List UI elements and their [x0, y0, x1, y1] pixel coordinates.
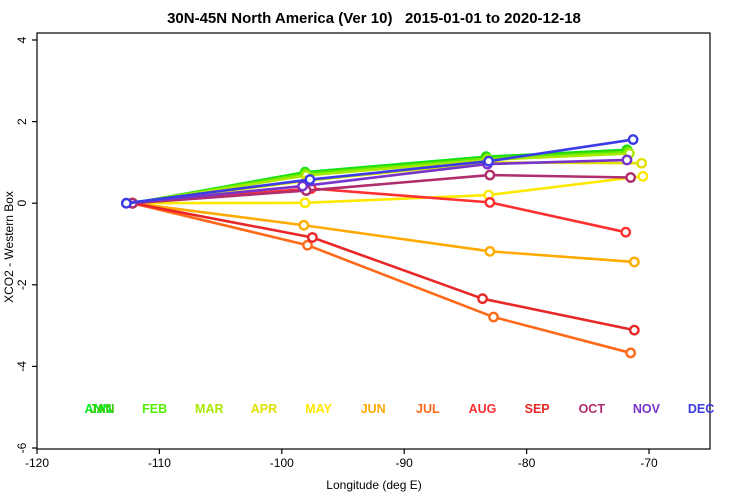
data-point-nov [621, 154, 633, 166]
data-point-jul [302, 239, 313, 251]
y-axis-label: XCO2 - Western Box [2, 191, 16, 303]
x-tick-label: -100 [270, 456, 294, 470]
legend-label-jan: JAN [89, 402, 114, 416]
data-point-may [637, 170, 649, 182]
legend-label-sep: SEP [525, 402, 550, 416]
y-tick-label: -6 [15, 442, 29, 453]
legend-label-mar: MAR [195, 402, 223, 416]
plot-border [36, 32, 711, 450]
x-axis-label: Longitude (deg E) [326, 478, 422, 492]
legend-label-feb: FEB [142, 402, 167, 416]
x-tick-label: -120 [25, 456, 49, 470]
legend-label-apr: APR [251, 402, 277, 416]
y-tick-label: -2 [15, 279, 29, 290]
data-point-sep [306, 232, 318, 243]
series-line-may [131, 174, 645, 205]
series-line-dec [125, 138, 635, 205]
data-point-dec [304, 174, 316, 185]
x-tick-label: -90 [396, 456, 414, 470]
legend-label-aug: AUG [469, 402, 497, 416]
data-point-oct [625, 172, 637, 183]
series-line-jun [131, 201, 636, 264]
data-point-dec [120, 197, 132, 209]
data-point-apr [636, 157, 648, 169]
chart-title: 30N-45N North America (Ver 10) 2015-01-0… [167, 10, 581, 27]
series-line-nov [125, 158, 629, 205]
legend-label-oct: OCT [579, 402, 606, 416]
y-tick-label: -4 [15, 361, 29, 372]
data-point-sep [477, 293, 488, 305]
legend-label-jun: JUN [361, 402, 386, 416]
legend-label-nov: NOV [633, 402, 661, 416]
legend-label-jul: JUL [416, 402, 440, 416]
data-point-jun [484, 245, 496, 257]
data-point-nov [297, 180, 309, 192]
data-point-oct [484, 169, 496, 181]
legend-label-ann: ANN [84, 402, 111, 416]
y-tick-label: 4 [15, 36, 29, 43]
series-line-mar [131, 152, 631, 205]
data-point-aug [620, 226, 632, 238]
data-point-dec [483, 155, 495, 167]
data-point-jul [625, 347, 637, 359]
x-tick-label: -110 [148, 456, 171, 470]
series-line-jul [131, 201, 632, 355]
legend-label-may: MAY [305, 402, 332, 416]
data-point-aug [484, 196, 496, 208]
x-tick-label: -80 [518, 456, 536, 470]
y-tick-label: 0 [15, 200, 29, 207]
data-point-sep [628, 324, 640, 336]
data-point-jun [298, 219, 310, 231]
data-point-jun [628, 256, 640, 268]
data-point-jul [488, 311, 499, 323]
data-point-dec [627, 134, 639, 145]
series-line-sep [131, 201, 636, 332]
series-line-oct [131, 173, 632, 205]
x-tick-label: -70 [640, 456, 658, 470]
y-tick-label: 2 [15, 118, 29, 125]
data-point-may [299, 197, 311, 209]
legend-label-dec: DEC [688, 402, 714, 416]
